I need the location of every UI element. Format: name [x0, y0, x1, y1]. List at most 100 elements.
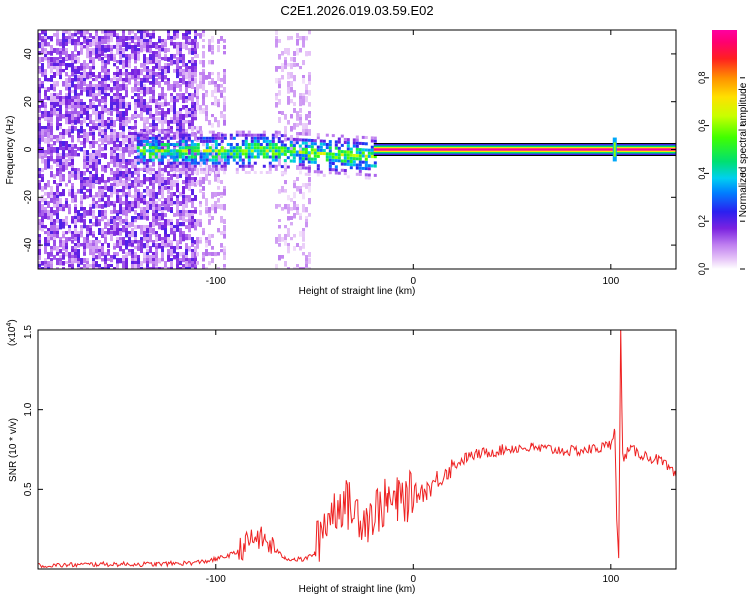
heatmap-cell [149, 144, 152, 149]
heatmap-cell [119, 69, 122, 76]
heatmap-cell [77, 78, 80, 82]
heatmap-cell [190, 152, 194, 156]
heatmap-cell [199, 162, 202, 168]
heatmap-cell [304, 157, 308, 161]
heatmap-cell [182, 114, 185, 121]
heatmap-cell [101, 51, 104, 56]
heatmap-cell [59, 219, 62, 224]
heatmap-cell [125, 180, 128, 186]
heatmap-cell [149, 75, 152, 80]
heatmap-cell [116, 138, 119, 143]
heatmap-cell [140, 159, 143, 164]
heatmap-cell [136, 161, 140, 165]
heatmap-cell [286, 137, 290, 141]
heatmap-cell [313, 157, 317, 161]
heatmap-cell [113, 180, 116, 184]
heatmap-cell [92, 258, 95, 264]
heatmap-cell [217, 75, 220, 82]
heatmap-cell [83, 258, 86, 264]
heatmap-cell [161, 111, 164, 116]
heatmap-cell [235, 152, 239, 156]
heatmap-cell [194, 33, 197, 37]
heatmap-cell [107, 72, 110, 78]
heatmap-cell [247, 149, 251, 153]
heatmap-cell [293, 123, 296, 130]
heatmap-cell [193, 161, 197, 165]
heatmap-cell [155, 174, 158, 180]
heatmap-cell [122, 96, 125, 101]
heatmap-cell [101, 216, 104, 222]
heatmap-cell [65, 105, 68, 110]
heatmap-cell [364, 167, 368, 171]
heatmap-cell [170, 192, 173, 200]
heatmap-cell [182, 63, 185, 67]
heatmap-cell [293, 213, 296, 219]
heatmap-cell [191, 66, 194, 73]
heatmap-cell [116, 99, 119, 105]
heatmap-cell [89, 162, 92, 166]
heatmap-cell [284, 189, 287, 193]
heatmap-cell [152, 33, 155, 39]
heatmap-cell [253, 155, 257, 159]
heatmap-cell [77, 135, 80, 139]
heatmap-cell [71, 72, 74, 77]
heatmap-cell [176, 96, 179, 100]
heatmap-cell [167, 48, 170, 52]
heatmap-cell [125, 234, 128, 238]
heatmap-cell [302, 183, 305, 188]
heatmap-cell [134, 219, 137, 223]
heatmap-cell [113, 267, 116, 269]
heatmap-cell [104, 165, 107, 171]
heatmap-cell [182, 99, 185, 104]
heatmap-cell [44, 78, 47, 82]
heatmap-cell [358, 173, 362, 176]
heatmap-cell [167, 108, 170, 114]
heatmap-cell [101, 210, 104, 218]
heatmap-cell [152, 210, 155, 214]
heatmap-cell [95, 219, 98, 224]
heatmap-cell [134, 132, 137, 138]
heatmap-cell [62, 246, 65, 251]
heatmap-cell [217, 161, 221, 165]
heatmap-cell [296, 210, 299, 215]
snr-multiplier-base: (x10 [7, 326, 18, 346]
heatmap-cell [110, 126, 113, 131]
heatmap-cell [125, 246, 128, 250]
heatmap-cell [137, 246, 140, 251]
heatmap-cell [278, 234, 281, 239]
heatmap-cell [290, 87, 293, 93]
heatmap-cell [62, 39, 65, 43]
heatmap-cell [149, 87, 152, 90]
heatmap-cell [68, 147, 71, 151]
heatmap-cell [305, 90, 308, 95]
heatmap-cell [337, 140, 341, 144]
heatmap-cell [131, 69, 134, 75]
heatmap-cell [211, 78, 214, 84]
heatmap-cell [214, 152, 218, 156]
heatmap-cell [131, 141, 134, 145]
heatmap-cell [92, 213, 95, 219]
heatmap-cell [139, 152, 143, 156]
heatmap-cell [287, 48, 290, 56]
heatmap-cell [176, 264, 179, 269]
heatmap-cell [220, 180, 223, 184]
heatmap-cell [50, 213, 53, 220]
heatmap-cell [146, 204, 149, 211]
heatmap-cell [44, 75, 47, 79]
heatmap-cell [305, 87, 308, 91]
heatmap-cell [151, 133, 155, 137]
heatmap-cell [199, 240, 202, 244]
heatmap-cell [128, 36, 131, 41]
heatmap-cell [104, 168, 107, 173]
heatmap-cell [71, 234, 74, 240]
heatmap-cell [125, 147, 128, 153]
heatmap-cell [250, 139, 254, 143]
heatmap-cell [56, 108, 59, 113]
heatmap-cell [167, 219, 170, 226]
heatmap-cell [89, 102, 92, 110]
heatmap-cell [119, 189, 122, 193]
heatmap-cell [59, 123, 62, 127]
heatmap-cell [116, 102, 119, 109]
heatmap-cell [74, 30, 77, 35]
heatmap-cell [62, 162, 65, 167]
